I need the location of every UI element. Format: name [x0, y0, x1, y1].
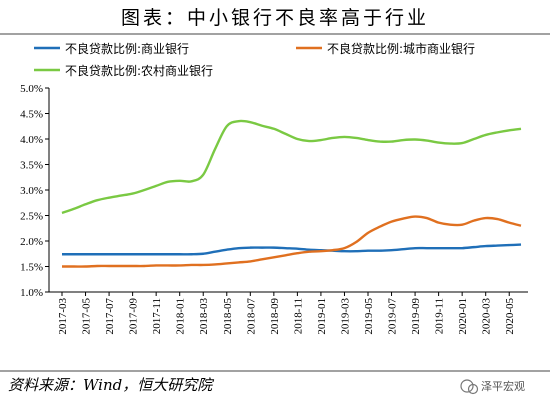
x-tick-label: 2017-03 — [57, 298, 69, 335]
legend-label-rural: 不良贷款比例:农村商业银行 — [65, 63, 213, 78]
y-tick-label: 4.5% — [20, 109, 43, 121]
x-tick-label: 2019-03 — [339, 298, 351, 335]
legend: 不良贷款比例:商业银行 不良贷款比例:城市商业银行 不良贷款比例:农村商业银行 — [34, 41, 475, 78]
x-tick-label: 2018-11 — [292, 298, 304, 334]
x-tick-label: 2019-11 — [434, 298, 446, 334]
x-tick-label: 2018-09 — [269, 298, 281, 335]
x-tick-label: 2018-01 — [175, 298, 187, 335]
x-tick-label: 2020-03 — [481, 298, 493, 335]
series-lines — [61, 119, 522, 268]
legend-label-commercial: 不良贷款比例:商业银行 — [65, 41, 189, 56]
series-line-city-commercial-banks — [62, 215, 522, 268]
x-tick-label: 2017-07 — [104, 298, 116, 335]
x-tick-label: 2017-05 — [81, 298, 93, 335]
x-tick-label: 2018-03 — [198, 298, 210, 335]
watermark-text: 泽平宏观 — [481, 379, 525, 393]
y-tick-label: 4.0% — [20, 134, 43, 146]
x-tick-label: 2020-01 — [457, 298, 469, 335]
x-tick-label: 2018-05 — [222, 298, 234, 335]
source-note: 资料来源：Wind，恒大研究院 — [8, 376, 214, 394]
y-tick-label: 1.0% — [20, 287, 43, 299]
y-axis-ticks: 1.0% 1.5% 2.0% 2.5% 3.0% 3.5% 4.0% 4.5% 5.0% — [20, 83, 49, 299]
y-tick-label: 3.5% — [20, 160, 43, 172]
wechat-icon — [460, 379, 474, 393]
x-tick-label: 2018-07 — [245, 298, 257, 335]
y-tick-label: 1.5% — [20, 262, 43, 274]
x-tick-label: 2019-05 — [363, 298, 375, 335]
y-tick-label: 3.0% — [20, 185, 43, 197]
watermark: 泽平宏观 — [460, 379, 525, 395]
x-tick-label: 2019-07 — [387, 298, 399, 335]
x-tick-label: 2019-01 — [316, 298, 328, 335]
x-axis-ticks: 2017-03 2017-05 2017-07 2017-09 2017-11 2018-… — [57, 292, 516, 335]
y-tick-label: 2.0% — [20, 236, 43, 248]
x-tick-label: 2020-05 — [504, 298, 516, 335]
wechat-icon-inner — [467, 383, 479, 395]
chart-title: 图表：中小银行不良率高于行业 — [121, 7, 429, 29]
y-tick-label: 5.0% — [20, 83, 43, 95]
y-tick-label: 2.5% — [20, 211, 43, 223]
x-tick-label: 2019-09 — [410, 298, 422, 335]
legend-label-city: 不良贷款比例:城市商业银行 — [327, 41, 475, 56]
series-line-rural-commercial-banks — [61, 119, 522, 215]
x-tick-label: 2017-09 — [128, 298, 140, 335]
x-tick-label: 2017-11 — [151, 298, 163, 334]
series-line-commercial-banks — [62, 243, 522, 256]
